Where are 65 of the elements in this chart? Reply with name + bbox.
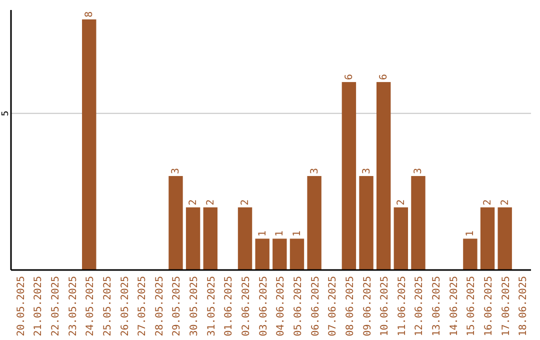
bar bbox=[307, 176, 322, 270]
bar bbox=[394, 207, 408, 270]
x-tick-label: 08.06.2025 bbox=[344, 276, 356, 336]
x-tick-label: 15.06.2025 bbox=[466, 276, 478, 336]
x-tick-label: 25.05.2025 bbox=[102, 276, 114, 336]
x-tick-label: 23.05.2025 bbox=[68, 276, 79, 336]
x-tick-label: 22.05.2025 bbox=[50, 276, 62, 336]
x-tick-label: 11.06.2025 bbox=[396, 276, 408, 336]
x-tick-label: 24.05.2025 bbox=[85, 276, 96, 336]
x-tick-label: 10.06.2025 bbox=[380, 276, 391, 336]
data-label: 3 bbox=[309, 168, 320, 174]
bar bbox=[480, 207, 495, 270]
x-tick-label: 01.06.2025 bbox=[224, 276, 235, 336]
data-label: 2 bbox=[205, 199, 216, 206]
x-tick-label: 12.06.2025 bbox=[414, 276, 426, 336]
x-tick-label: 28.05.2025 bbox=[154, 276, 166, 336]
bar bbox=[290, 238, 304, 270]
x-tick-label: 06.06.2025 bbox=[310, 276, 322, 336]
data-label: 6 bbox=[344, 74, 355, 80]
data-label: 1 bbox=[257, 230, 268, 237]
bar bbox=[186, 207, 200, 270]
x-tick-label: 04.06.2025 bbox=[276, 276, 287, 336]
data-label: 2 bbox=[240, 199, 252, 206]
bar bbox=[359, 176, 374, 270]
bar bbox=[411, 176, 426, 270]
data-label: 3 bbox=[361, 168, 372, 174]
x-tick-label: 18.06.2025 bbox=[518, 276, 530, 336]
data-label: 3 bbox=[413, 168, 424, 174]
bar bbox=[272, 238, 287, 270]
x-tick-label: 27.05.2025 bbox=[137, 276, 148, 336]
x-tick-label: 17.06.2025 bbox=[500, 276, 512, 336]
bar bbox=[238, 207, 252, 270]
x-tick-label: 07.06.2025 bbox=[328, 276, 339, 336]
data-label: 2 bbox=[482, 199, 494, 206]
data-label: 3 bbox=[170, 168, 182, 174]
x-tick-label: 09.06.2025 bbox=[362, 276, 374, 336]
y-tick-label: 5 bbox=[1, 110, 11, 116]
x-tick-label: 16.06.2025 bbox=[484, 276, 495, 336]
bar bbox=[203, 207, 218, 270]
data-label: 2 bbox=[188, 199, 200, 206]
x-tick-label: 21.05.2025 bbox=[33, 276, 44, 336]
x-tick-label: 26.05.2025 bbox=[120, 276, 131, 336]
x-tick-label: 29.05.2025 bbox=[172, 276, 183, 336]
bar bbox=[82, 19, 96, 270]
bar bbox=[376, 82, 391, 270]
data-label: 6 bbox=[378, 74, 390, 80]
bar bbox=[342, 82, 356, 270]
x-tick-label: 30.05.2025 bbox=[189, 276, 200, 336]
bar bbox=[255, 238, 270, 270]
x-tick-label: 20.05.2025 bbox=[16, 276, 27, 336]
data-label: 1 bbox=[274, 230, 286, 237]
data-label: 8 bbox=[84, 11, 96, 18]
data-label: 2 bbox=[396, 199, 407, 206]
x-tick-label: 03.06.2025 bbox=[258, 276, 270, 336]
x-tick-label: 14.06.2025 bbox=[448, 276, 460, 336]
x-tick-label: 05.06.2025 bbox=[292, 276, 304, 336]
data-label: 1 bbox=[465, 230, 476, 237]
bar bbox=[498, 207, 512, 270]
data-label: 2 bbox=[500, 199, 511, 206]
bar bbox=[168, 176, 183, 270]
x-tick-label: 02.06.2025 bbox=[241, 276, 252, 336]
data-label: 1 bbox=[292, 230, 303, 237]
bar bbox=[463, 238, 478, 270]
x-tick-label: 31.05.2025 bbox=[206, 276, 218, 336]
x-tick-label: 13.06.2025 bbox=[432, 276, 443, 336]
